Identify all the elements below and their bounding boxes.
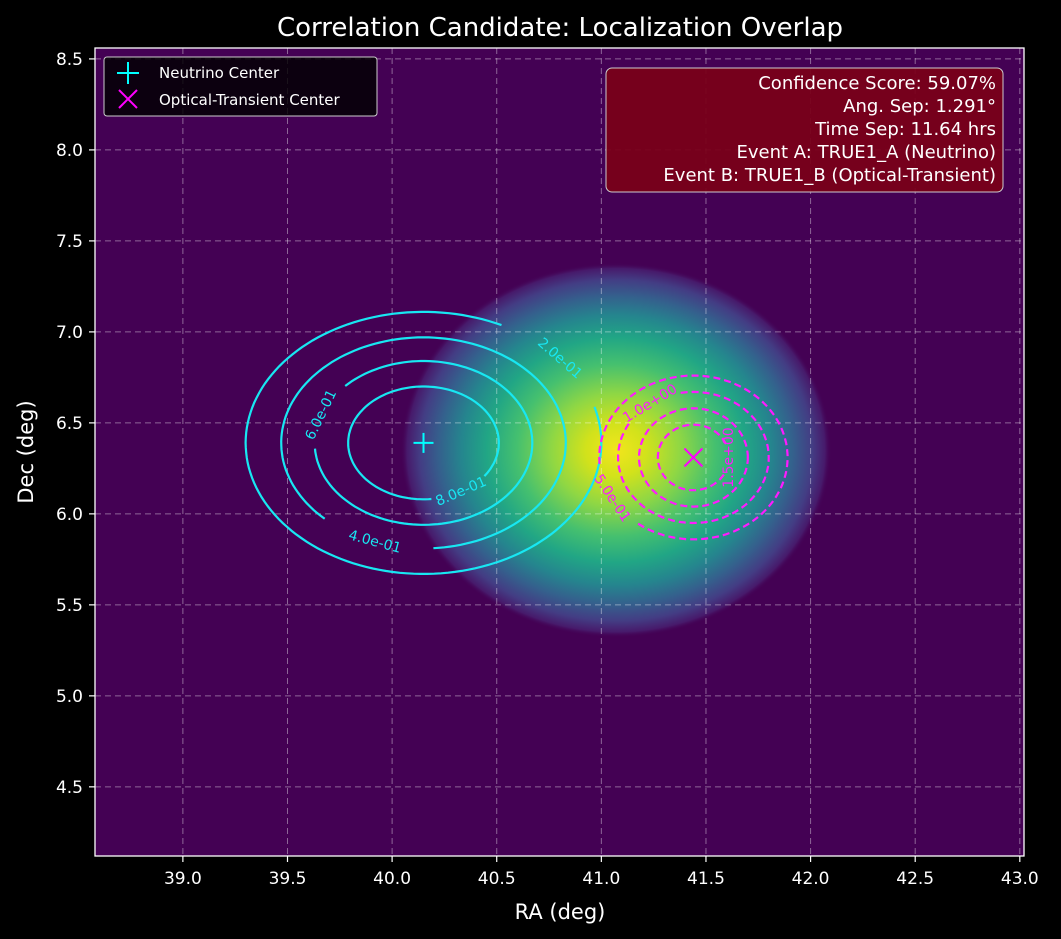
y-tick-label: 8.0 <box>56 141 83 161</box>
overlap-heatmap <box>400 262 832 638</box>
y-axis-label: Dec (deg) <box>14 400 38 503</box>
info-box-background <box>605 67 1004 193</box>
axis-ticks: 39.0 39.5 40.0 40.5 41.0 41.5 42.0 42.5 43.0 4.5 5… <box>56 50 1039 889</box>
y-tick-label: 5.0 <box>56 687 83 707</box>
x-tick-label: 42.0 <box>792 869 830 889</box>
legend-neutrino-label: Neutrino Center <box>159 64 280 82</box>
info-event-b: Event B: TRUE1_B (Optical-Transient) <box>663 165 996 186</box>
legend-box <box>103 56 378 117</box>
info-box: Confidence Score: 59.07% Ang. Sep: 1.291… <box>605 67 1004 193</box>
neutrino-contour-3 <box>313 359 534 526</box>
y-tick-label: 7.0 <box>56 323 83 343</box>
plot-frame <box>94 47 1025 857</box>
x-axis-label: RA (deg) <box>515 900 606 924</box>
y-tick-label: 6.0 <box>56 505 83 525</box>
neutrino-contour-1 <box>244 310 603 575</box>
x-tick-label: 40.5 <box>478 869 516 889</box>
y-tick-label: 7.5 <box>56 232 83 252</box>
x-tick-label: 39.0 <box>164 869 202 889</box>
x-tick-label: 39.5 <box>269 869 307 889</box>
x-tick-label: 41.0 <box>582 869 620 889</box>
optical-contour-4 <box>656 423 727 492</box>
legend-optical-label: Optical-Transient Center <box>159 91 341 109</box>
x-tick-label: 43.0 <box>1001 869 1039 889</box>
neutrino-center-marker <box>413 432 434 453</box>
legend-neutrino-marker <box>117 62 139 84</box>
y-tick-label: 4.5 <box>56 778 83 798</box>
info-time-separation: Time Sep: 11.64 hrs <box>814 119 996 140</box>
optical-contour-2 <box>617 390 770 525</box>
y-tick-label: 6.5 <box>56 414 83 434</box>
x-tick-label: 41.5 <box>687 869 725 889</box>
x-tick-label: 40.0 <box>373 869 411 889</box>
x-tick-label: 42.5 <box>896 869 934 889</box>
legend: Neutrino Center Optical-Transient Center <box>103 56 378 117</box>
overlap-heatmap-blob <box>400 262 832 638</box>
center-markers <box>413 432 704 468</box>
neutrino-contour-2 <box>280 336 567 550</box>
neutrino-contour-4 <box>347 385 500 501</box>
optical-center-marker <box>683 447 704 468</box>
y-tick-label: 8.5 <box>56 50 83 70</box>
legend-optical-marker <box>118 89 138 109</box>
info-confidence-score: Confidence Score: 59.07% <box>758 73 996 94</box>
y-tick-label: 5.5 <box>56 596 83 616</box>
info-angular-separation: Ang. Sep: 1.291° <box>843 96 996 117</box>
chart-title: Correlation Candidate: Localization Over… <box>277 13 843 43</box>
optical-contour-label: 1.5e+00 <box>721 427 737 487</box>
info-event-a: Event A: TRUE1_A (Neutrino) <box>737 142 996 163</box>
